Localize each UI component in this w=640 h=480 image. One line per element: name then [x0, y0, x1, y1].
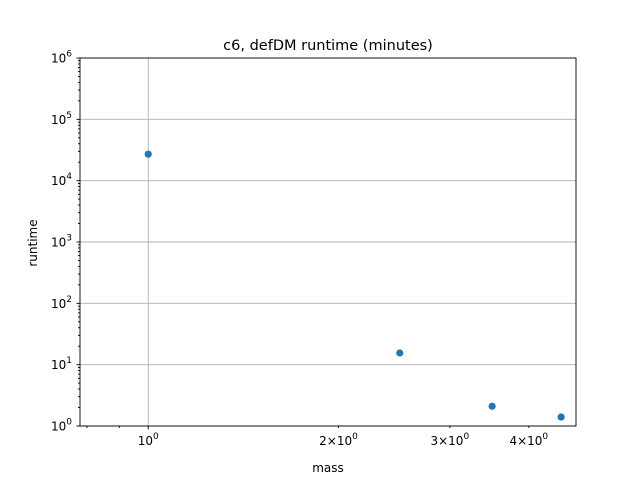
grid-layer — [80, 57, 576, 427]
data-point — [488, 402, 496, 410]
x-axis-label: mass — [312, 461, 344, 475]
y-axis-label: runtime — [26, 219, 40, 266]
y-tick-label: 104 — [51, 172, 72, 188]
x-tick-label: 3×100 — [430, 432, 469, 448]
points-layer — [144, 150, 565, 421]
x-tick-label: 4×100 — [509, 432, 548, 448]
chart-title: c6, defDM runtime (minutes) — [223, 38, 433, 54]
y-tick-label: 105 — [51, 111, 72, 127]
y-tick-label: 106 — [51, 50, 72, 66]
data-point — [144, 150, 152, 158]
x-tick-label: 100 — [138, 432, 159, 448]
data-point — [396, 349, 404, 357]
major-ticks — [76, 57, 530, 430]
y-tick-label: 100 — [51, 418, 72, 434]
y-tick-label: 102 — [51, 295, 72, 311]
x-tick-label: 2×100 — [319, 432, 358, 448]
data-point — [557, 413, 565, 421]
y-tick-label: 103 — [51, 234, 72, 250]
minor-ticks — [78, 60, 120, 428]
y-tick-label: 101 — [51, 356, 72, 372]
plot-area-frame — [79, 57, 577, 427]
tick-labels: 100 101 102 103 104 105 106 100 2×100 3×100 4×100 — [51, 50, 548, 449]
